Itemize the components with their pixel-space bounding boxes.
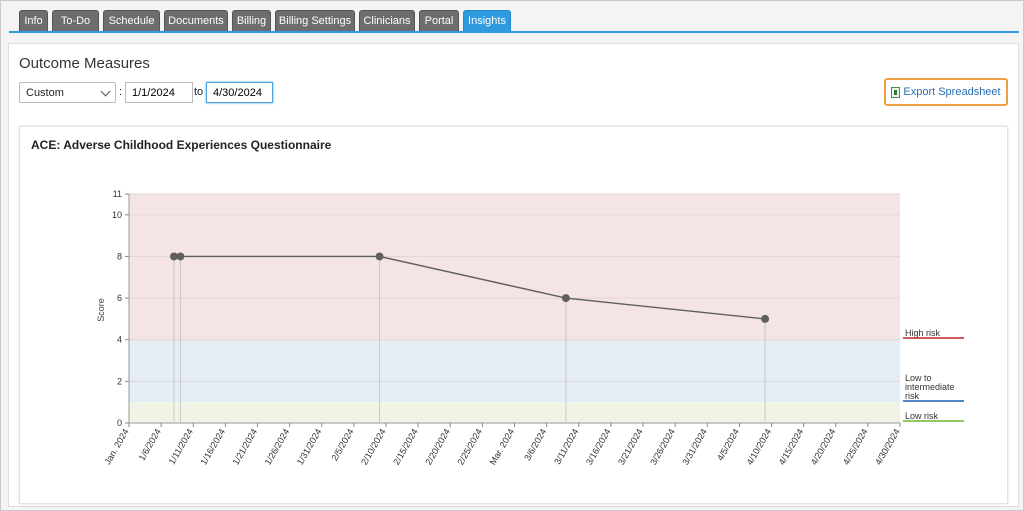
- x-tick-label: 1/16/2024: [198, 427, 227, 467]
- end-date-input[interactable]: [206, 82, 273, 103]
- tab-to-do[interactable]: To-Do: [52, 10, 99, 31]
- data-point: [169, 252, 178, 261]
- x-tick-label: 4/20/2024: [809, 427, 838, 467]
- x-tick-label: 3/26/2024: [648, 427, 677, 467]
- x-tick-label: 4/15/2024: [777, 427, 806, 467]
- y-tick-label: 0: [117, 418, 122, 428]
- outcome-chart: 0 2 4 6 8 10 11 Jan. 2024 1/6/2024 1/11/2024 1/16…: [96, 189, 964, 467]
- y-tick-label: 2: [117, 376, 122, 386]
- low-risk-band: [129, 402, 900, 423]
- tab-billing[interactable]: Billing: [232, 10, 271, 31]
- x-tick-label: Jan. 2024: [102, 427, 130, 466]
- x-tick-label: 3/21/2024: [616, 427, 645, 467]
- x-tick-label: 4/5/2024: [715, 427, 741, 462]
- mid-risk-band: [129, 339, 900, 403]
- x-tick-label: 2/20/2024: [423, 427, 452, 467]
- data-point: [176, 252, 185, 261]
- drop-lines: [173, 256, 766, 423]
- legend-mid-risk-label: intermediate: [905, 382, 955, 392]
- start-date-input[interactable]: [125, 82, 193, 103]
- x-tick-label: 2/5/2024: [329, 427, 355, 462]
- x-tick-label: 1/6/2024: [137, 427, 163, 462]
- legend-mid-risk-label: risk: [905, 391, 919, 401]
- y-tick-label: 11: [113, 189, 122, 199]
- y-tick-label: 8: [117, 251, 122, 261]
- x-tick-label: 3/11/2024: [552, 427, 580, 466]
- chart-card: ACE: Adverse Childhood Experiences Quest…: [19, 126, 1008, 504]
- to-label: to: [194, 86, 204, 98]
- export-label: Export Spreadsheet: [903, 86, 1001, 98]
- x-tick-label: 4/10/2024: [745, 427, 774, 467]
- spreadsheet-icon: [891, 86, 901, 98]
- legend-high-risk-label: High risk: [905, 328, 941, 338]
- score-series: [169, 252, 770, 323]
- chevron-down-icon: [100, 86, 111, 97]
- page-title: Outcome Measures: [19, 55, 150, 72]
- export-spreadsheet-button[interactable]: Export Spreadsheet: [884, 78, 1008, 106]
- x-tick-label: 1/26/2024: [263, 427, 292, 467]
- tab-clinicians[interactable]: Clinicians: [359, 10, 415, 31]
- data-point: [561, 294, 570, 303]
- tab-bar: Info To-Do Schedule Documents Billing Bi…: [9, 9, 1019, 33]
- x-tick-label: 3/6/2024: [522, 427, 548, 462]
- x-tick-label: 3/16/2024: [584, 427, 613, 467]
- tab-schedule[interactable]: Schedule: [103, 10, 160, 31]
- high-risk-band: [129, 194, 900, 340]
- tab-portal[interactable]: Portal: [419, 10, 459, 31]
- x-tick-label: 4/30/2024: [873, 427, 902, 467]
- x-tick-label: 3/31/2024: [680, 427, 709, 467]
- x-tick-label: 2/10/2024: [359, 427, 388, 467]
- chart-title: ACE: Adverse Childhood Experiences Quest…: [31, 138, 332, 152]
- date-range-value: Custom: [26, 86, 64, 99]
- tab-documents[interactable]: Documents: [164, 10, 228, 31]
- x-tick-label: 1/11/2024: [167, 427, 195, 466]
- range-colon: :: [119, 86, 123, 98]
- data-point: [375, 252, 384, 261]
- data-point: [761, 314, 770, 323]
- x-tick-label: Mar. 2024: [488, 427, 517, 467]
- x-tick-label: 4/25/2024: [841, 427, 870, 467]
- risk-bands: [129, 194, 900, 423]
- x-tick-label: 1/21/2024: [231, 427, 260, 467]
- insights-panel: Outcome Measures Custom : to Export Spre…: [8, 43, 1019, 507]
- x-tick-label: 2/25/2024: [455, 427, 484, 467]
- tab-info[interactable]: Info: [19, 10, 48, 31]
- legend-low-risk-label: Low risk: [905, 411, 939, 421]
- date-range-select[interactable]: Custom: [19, 82, 116, 103]
- x-tick-label: 1/31/2024: [295, 427, 324, 467]
- tab-billing-settings[interactable]: Billing Settings: [275, 10, 355, 31]
- x-tick-label: 2/15/2024: [391, 427, 420, 467]
- tab-insights[interactable]: Insights: [463, 10, 511, 31]
- y-tick-label: 10: [112, 210, 122, 220]
- y-tick-label: 6: [117, 293, 122, 303]
- legend-mid-risk-label: Low to: [905, 373, 932, 383]
- x-axis: Jan. 2024 1/6/2024 1/11/2024 1/16/2024 1/21/…: [102, 422, 902, 467]
- y-axis: 0 2 4 6 8 10 11: [112, 189, 130, 428]
- y-tick-label: 4: [117, 335, 122, 345]
- y-axis-label: Score: [96, 298, 106, 322]
